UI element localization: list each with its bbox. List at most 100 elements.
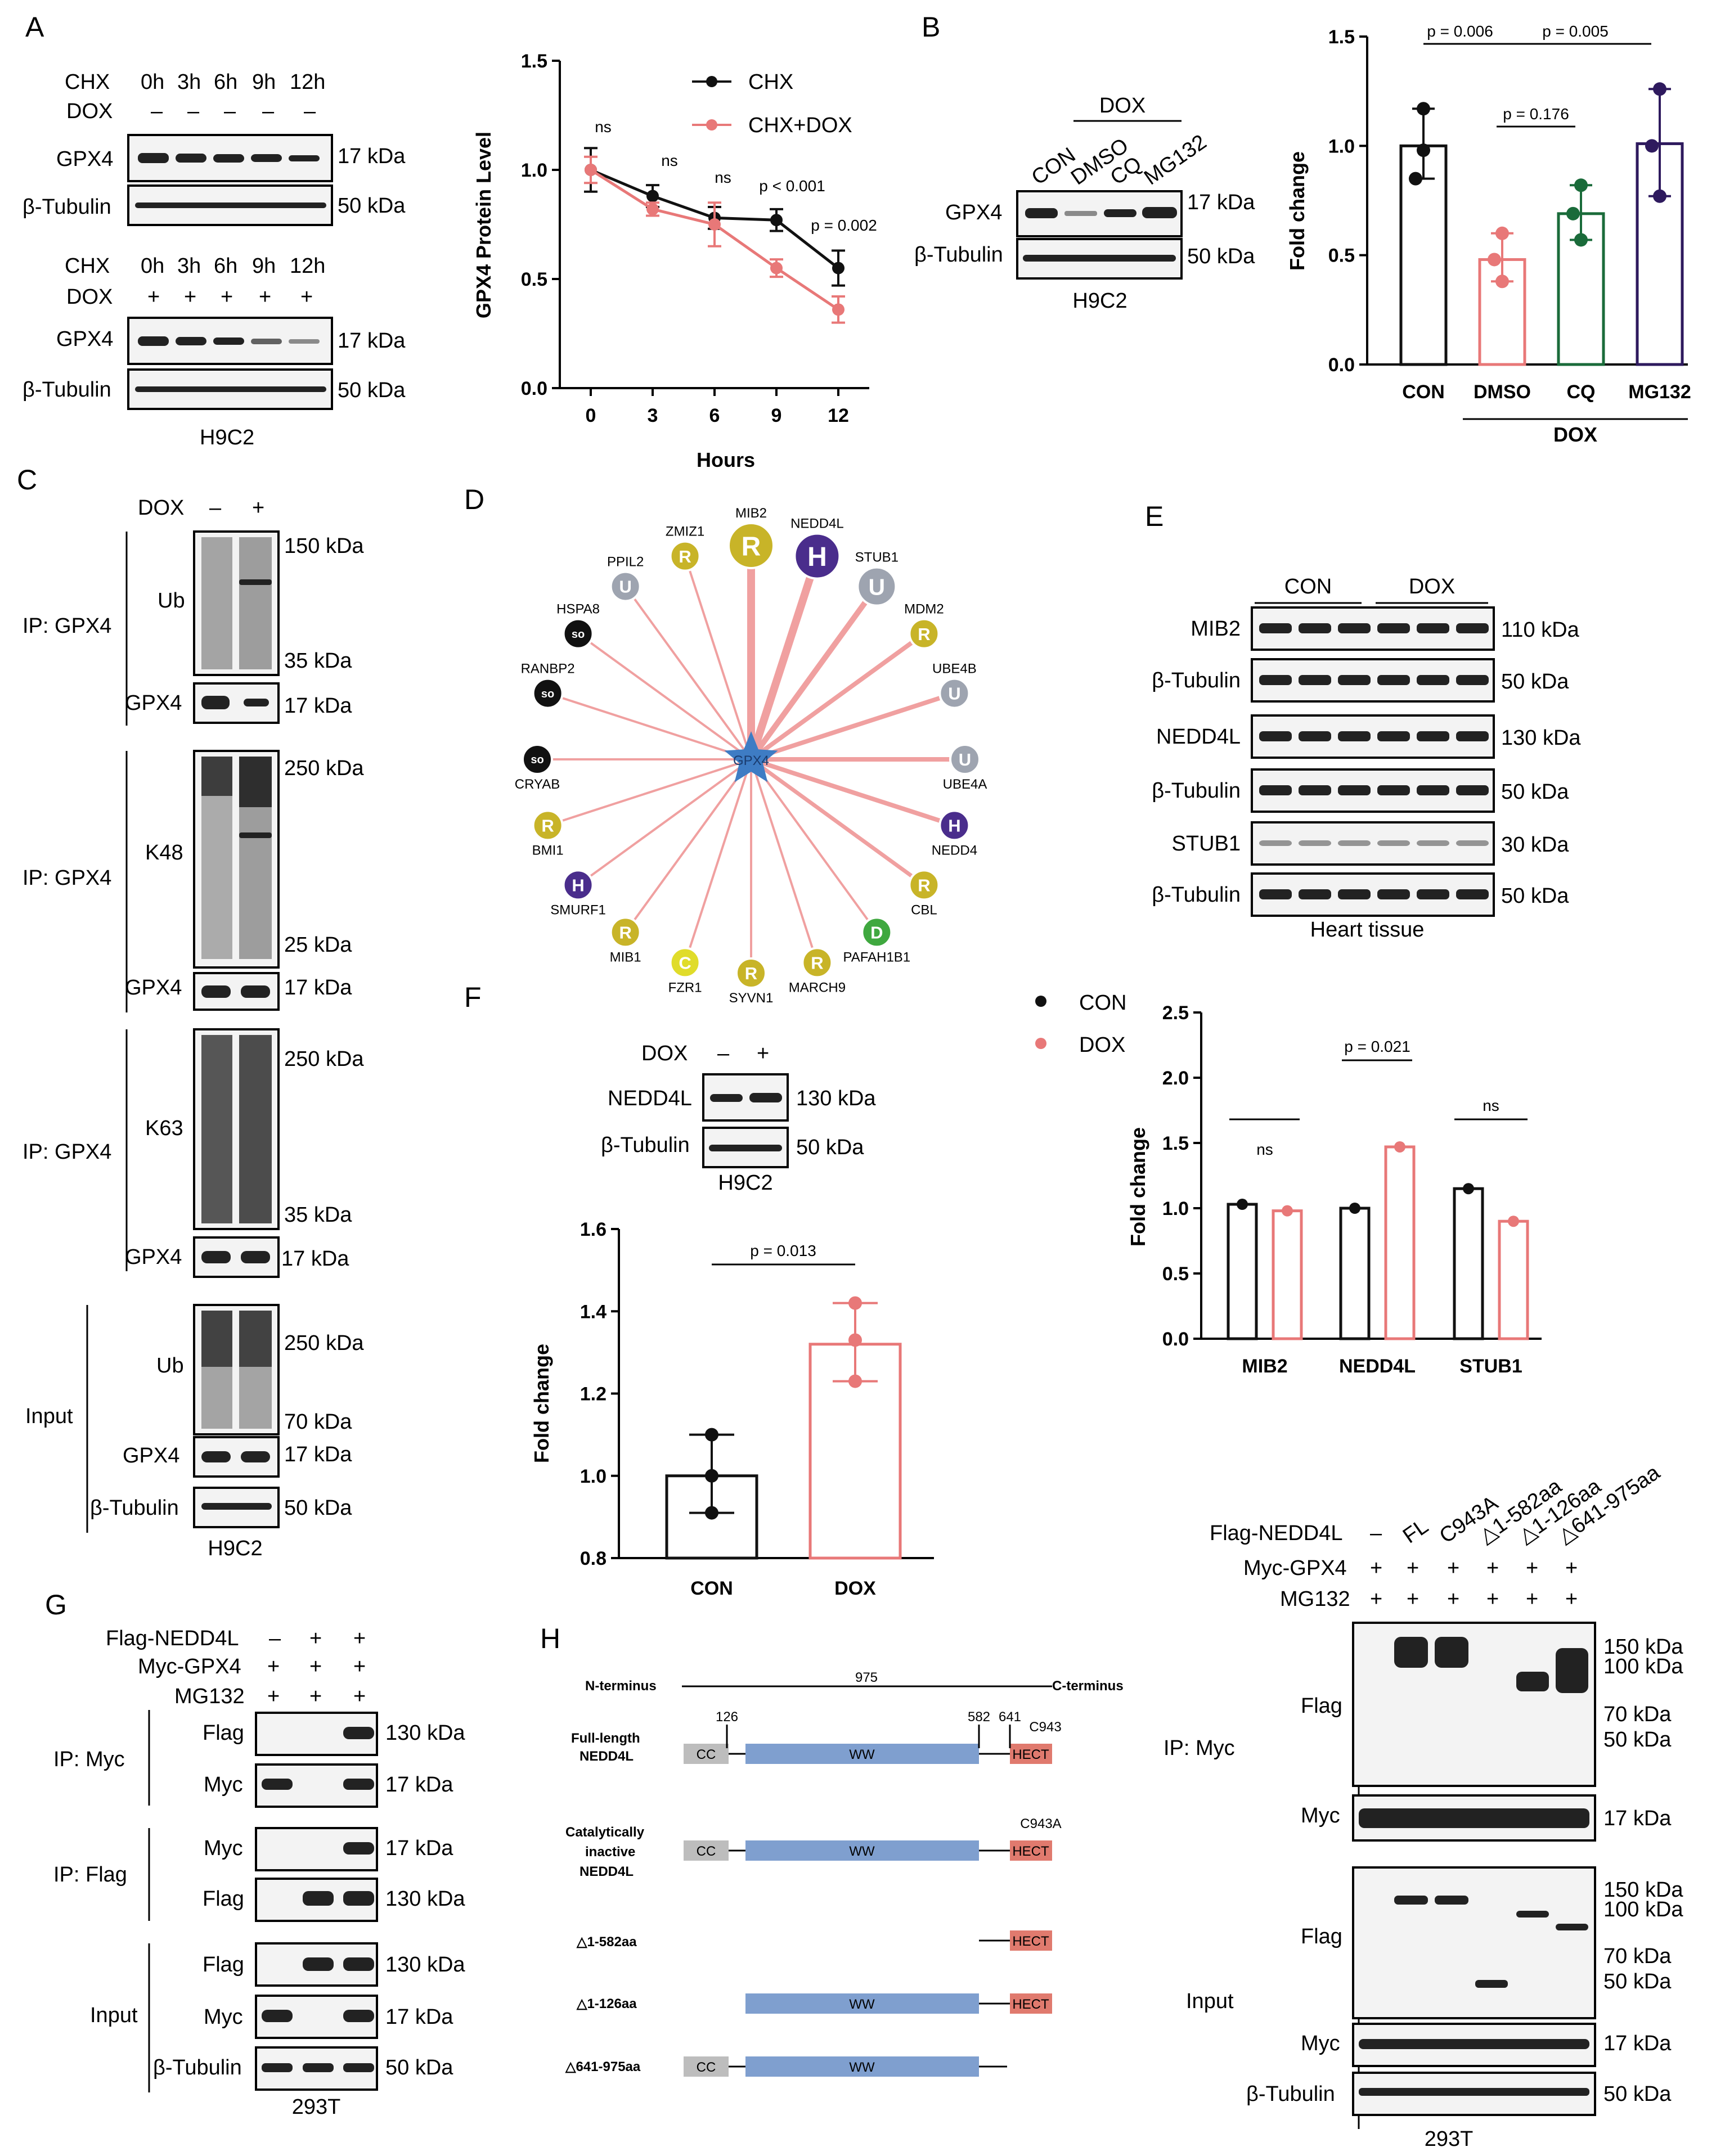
band — [1417, 623, 1449, 633]
network-node-smurf1 — [562, 869, 594, 901]
tp-12h: 12h — [290, 254, 325, 278]
sign: + — [309, 1655, 322, 1678]
kda-label: 50 kDa — [338, 194, 406, 218]
y-tick-label: 1.2 — [580, 1384, 607, 1405]
node-letter: C — [679, 953, 691, 973]
sign: + — [353, 1685, 366, 1708]
data-point — [705, 1428, 718, 1442]
y-axis-label: Fold change — [1286, 151, 1309, 271]
kda-label: 25 kDa — [284, 933, 352, 957]
band — [244, 699, 269, 706]
row-label-flag-nedd4l: Flag-NEDD4L — [106, 1627, 239, 1650]
band — [1338, 889, 1371, 899]
kda-label: 17 kDa — [385, 1773, 453, 1797]
cc-domain — [684, 1840, 729, 1861]
construct-label: inactive — [585, 1844, 635, 1860]
ub-label: Ub — [156, 1354, 184, 1378]
node-label: MARCH9 — [789, 980, 846, 995]
panel-label-h: H — [540, 1623, 560, 1654]
bar — [1399, 144, 1448, 366]
tp-9h: 9h — [252, 70, 276, 94]
data-point — [1574, 233, 1588, 247]
y-tick-label: 1.6 — [580, 1219, 607, 1240]
band — [213, 337, 244, 345]
c-terminus: C-terminus — [1052, 1678, 1124, 1694]
cc-label: CC — [697, 1844, 716, 1859]
band — [176, 337, 206, 345]
x-tick-label: 0 — [586, 405, 596, 426]
bar — [1339, 1207, 1371, 1340]
band — [1456, 731, 1489, 741]
band — [1299, 675, 1331, 685]
band — [241, 985, 270, 998]
construct-label: NEDD4L — [580, 1864, 634, 1879]
dox-sign: – — [187, 100, 200, 123]
hect-domain — [1010, 1930, 1052, 1951]
ip-label: IP: GPX4 — [23, 614, 111, 638]
tissue-label: Heart tissue — [1310, 918, 1425, 942]
annotation: p = 0.002 — [811, 217, 877, 234]
network-edge — [747, 555, 821, 761]
data-point — [1645, 139, 1659, 153]
band — [1359, 2039, 1589, 2049]
cell-line-label: 293T — [292, 2095, 341, 2119]
data-point — [1495, 226, 1509, 240]
band — [1456, 675, 1489, 685]
tubulin-label: β-Tubulin — [23, 195, 111, 219]
dox-sign: – — [304, 100, 316, 123]
node-label: NEDD4 — [932, 843, 977, 858]
band — [303, 1957, 334, 1971]
node-letter: R — [811, 953, 823, 973]
node-label: MIB2 — [735, 506, 767, 521]
blot — [1251, 714, 1495, 759]
data-point — [848, 1296, 862, 1310]
network-node-nedd4l — [793, 532, 841, 580]
band — [1556, 1648, 1588, 1693]
nedd4l-label: NEDD4L — [1156, 725, 1241, 749]
kda-label: 17 kDa — [284, 694, 352, 718]
ip-label: IP: GPX4 — [23, 1140, 111, 1164]
construct-label: △641-975aa — [565, 2059, 641, 2074]
node-letter: H — [572, 876, 584, 895]
network-node-march9 — [801, 947, 833, 979]
p-value: p = 0.176 — [1503, 105, 1569, 123]
band — [1064, 211, 1097, 216]
network-node-stub1 — [856, 566, 897, 607]
hect-label: HECT — [1012, 1844, 1049, 1859]
legend-marker-con — [1035, 996, 1046, 1007]
data-point — [848, 1333, 862, 1347]
band — [239, 757, 272, 807]
node-label: STUB1 — [855, 550, 899, 565]
node-letter: U — [869, 574, 886, 600]
ww-domain — [745, 1840, 979, 1861]
cc-label: CC — [697, 2060, 716, 2075]
kda-label: 130 kDa — [385, 1721, 465, 1745]
construct-label: △1-126aa — [576, 1996, 637, 2011]
node-label: MDM2 — [904, 602, 944, 617]
ww-domain — [745, 1744, 979, 1764]
panel-label-a: A — [25, 11, 44, 43]
sign: + — [309, 1627, 322, 1650]
band — [1299, 623, 1331, 633]
sign: + — [267, 1655, 280, 1678]
blot-flag-ip — [1352, 1622, 1596, 1787]
node-label: HSPA8 — [556, 602, 600, 617]
flag-label: Flag — [1301, 1694, 1342, 1718]
ip-flag-label: IP: Flag — [53, 1863, 127, 1887]
bar — [1498, 1219, 1529, 1340]
y-tick-label: 0.5 — [521, 269, 547, 290]
p-value: p = 0.005 — [1542, 22, 1609, 40]
node-label: SYVN1 — [729, 991, 774, 1006]
kda-label: 17 kDa — [385, 1837, 453, 1860]
network-edge — [750, 758, 878, 933]
panel-label-g: G — [45, 1589, 67, 1621]
y-tick-label: 0.0 — [1328, 354, 1355, 376]
data-point — [1409, 172, 1422, 186]
kda-label: 17 kDa — [338, 145, 406, 168]
panel-b-blots: B DOX CON DMSO CQ MG132 GPX4 17 kDa β-Tu… — [914, 11, 1255, 313]
ww-label: WW — [849, 1747, 875, 1762]
y-axis-label: GPX4 Protein Level — [472, 132, 495, 318]
lane-mg132: MG132 — [1140, 130, 1211, 190]
band — [1394, 1637, 1428, 1668]
data-point — [1282, 1205, 1293, 1217]
